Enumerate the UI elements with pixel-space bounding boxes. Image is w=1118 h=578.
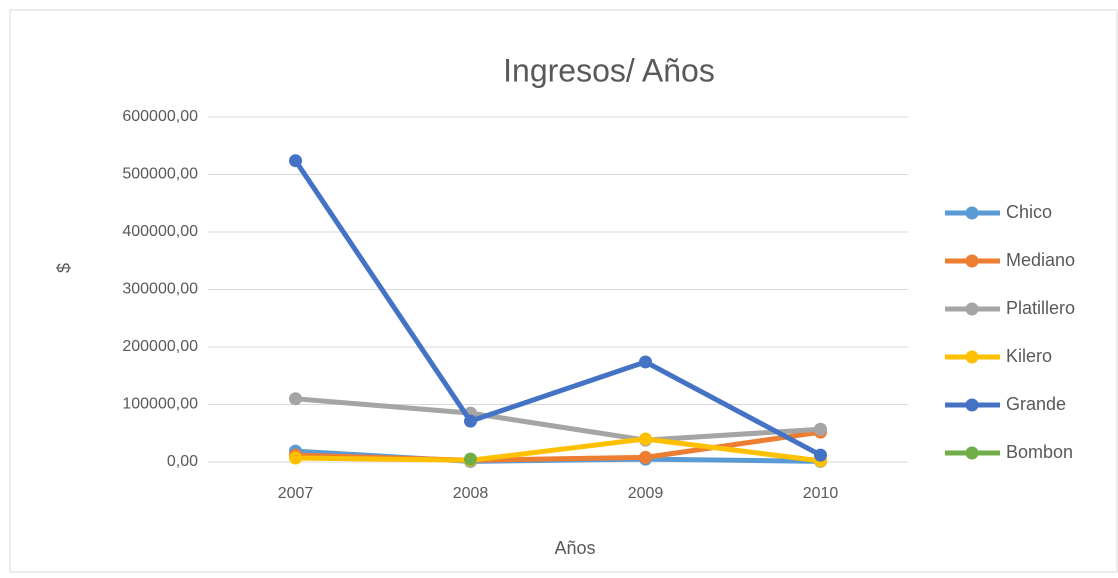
y-axis-label: $ [54,263,74,273]
chart-title: Ingresos/ Años [503,52,715,88]
data-point [639,355,652,369]
data-point [639,450,652,464]
x-tick-label: 2010 [803,485,839,502]
legend-marker [965,350,979,364]
legend-marker [965,446,979,460]
legend-label: Bombon [1006,442,1073,462]
data-point [814,422,827,436]
legend-marker [965,254,979,268]
legend-label: Grande [1006,394,1066,414]
legend-marker [965,302,979,316]
y-tick-label: 100000,00 [122,396,198,413]
x-axis-label: Años [554,538,595,558]
legend-label: Platillero [1006,298,1075,318]
legend-marker [965,398,979,412]
x-tick-label: 2009 [628,485,664,502]
data-point [289,154,302,168]
x-tick-label: 2007 [278,485,314,502]
data-point [289,392,302,406]
data-point [814,448,827,462]
y-tick-label: 500000,00 [122,166,198,183]
legend-label: Kilero [1006,346,1052,366]
data-point [464,414,477,428]
legend-label: Chico [1006,202,1052,222]
y-tick-label: 0,00 [167,453,198,470]
data-point [464,452,477,466]
y-tick-label: 300000,00 [122,281,198,298]
series-line [295,436,821,464]
y-tick-label: 600000,00 [122,108,198,125]
series-line [293,159,822,458]
legend-label: Mediano [1006,250,1075,270]
data-point [289,451,302,465]
y-tick-label: 400000,00 [122,223,198,240]
data-point [639,432,652,446]
series-line [295,396,821,443]
x-tick-label: 2008 [453,485,489,502]
chart-frame [9,9,1118,573]
legend-marker [965,206,979,220]
y-tick-label: 200000,00 [122,338,198,355]
